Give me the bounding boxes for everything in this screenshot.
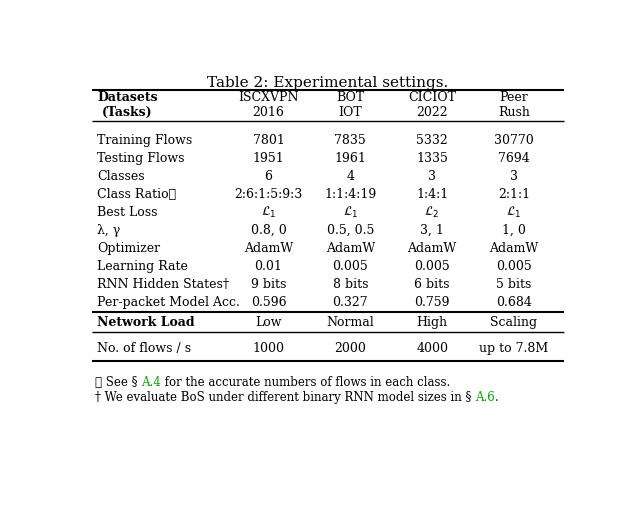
Text: 1335: 1335	[416, 152, 448, 165]
Text: ISCXVPN
2016: ISCXVPN 2016	[238, 91, 299, 120]
Text: $\mathcal{L}_1$: $\mathcal{L}_1$	[506, 205, 522, 220]
Text: BOT
IOT: BOT IOT	[336, 91, 364, 120]
Text: 1951: 1951	[253, 152, 284, 165]
Text: 4: 4	[346, 170, 355, 183]
Text: A.6: A.6	[475, 390, 495, 404]
Text: 0.005: 0.005	[496, 260, 532, 273]
Text: AdamW: AdamW	[244, 242, 293, 255]
Text: .: .	[495, 390, 499, 404]
Text: 3: 3	[510, 170, 518, 183]
Text: Optimizer: Optimizer	[97, 242, 161, 255]
Text: 9 bits: 9 bits	[251, 278, 286, 291]
Text: Peer
Rush: Peer Rush	[498, 91, 530, 120]
Text: 7694: 7694	[498, 152, 530, 165]
Text: 6: 6	[264, 170, 273, 183]
Text: AdamW: AdamW	[490, 242, 539, 255]
Text: No. of flows / s: No. of flows / s	[97, 342, 191, 355]
Text: 1961: 1961	[334, 152, 366, 165]
Text: Datasets
(Tasks): Datasets (Tasks)	[97, 91, 158, 120]
Text: 0.005: 0.005	[414, 260, 450, 273]
Text: Per-packet Model Acc.: Per-packet Model Acc.	[97, 296, 240, 310]
Text: ★ See §: ★ See §	[95, 376, 141, 389]
Text: λ, γ: λ, γ	[97, 224, 120, 237]
Text: 2:6:1:5:9:3: 2:6:1:5:9:3	[234, 188, 303, 201]
Text: † We evaluate BoS under different binary RNN model sizes in §: † We evaluate BoS under different binary…	[95, 390, 475, 404]
Text: 0.5, 0.5: 0.5, 0.5	[326, 224, 374, 237]
Text: Testing Flows: Testing Flows	[97, 152, 185, 165]
Text: Class Ratio★: Class Ratio★	[97, 188, 177, 201]
Text: 1:4:1: 1:4:1	[416, 188, 448, 201]
Text: 8 bits: 8 bits	[333, 278, 368, 291]
Text: 3: 3	[428, 170, 436, 183]
Text: Low: Low	[255, 316, 282, 329]
Text: 0.01: 0.01	[255, 260, 282, 273]
Text: 7801: 7801	[253, 133, 284, 147]
Text: A.4: A.4	[141, 376, 161, 389]
Text: $\mathcal{L}_1$: $\mathcal{L}_1$	[342, 205, 358, 220]
Text: High: High	[417, 316, 448, 329]
Text: 0.684: 0.684	[496, 296, 532, 310]
Text: Classes: Classes	[97, 170, 145, 183]
Text: Best Loss: Best Loss	[97, 206, 158, 219]
Text: 30770: 30770	[494, 133, 534, 147]
Text: 5332: 5332	[416, 133, 448, 147]
Text: Network Load: Network Load	[97, 316, 195, 329]
Text: 1, 0: 1, 0	[502, 224, 526, 237]
Text: 0.327: 0.327	[333, 296, 368, 310]
Text: for the accurate numbers of flows in each class.: for the accurate numbers of flows in eac…	[161, 376, 450, 389]
Text: 3, 1: 3, 1	[420, 224, 444, 237]
Text: 0.759: 0.759	[415, 296, 450, 310]
Text: CICIOT
2022: CICIOT 2022	[408, 91, 456, 120]
Text: 5 bits: 5 bits	[496, 278, 532, 291]
Text: $\mathcal{L}_2$: $\mathcal{L}_2$	[424, 205, 440, 220]
Text: Scaling: Scaling	[490, 316, 538, 329]
Text: $\mathcal{L}_1$: $\mathcal{L}_1$	[260, 205, 276, 220]
Text: AdamW: AdamW	[326, 242, 375, 255]
Text: 0.005: 0.005	[332, 260, 368, 273]
Text: 2000: 2000	[334, 342, 366, 355]
Text: 4000: 4000	[416, 342, 448, 355]
Text: 0.8, 0: 0.8, 0	[251, 224, 286, 237]
Text: Table 2: Experimental settings.: Table 2: Experimental settings.	[207, 76, 449, 90]
Text: 1000: 1000	[253, 342, 285, 355]
Text: AdamW: AdamW	[408, 242, 457, 255]
Text: Training Flows: Training Flows	[97, 133, 193, 147]
Text: RNN Hidden States†: RNN Hidden States†	[97, 278, 229, 291]
Text: 7835: 7835	[335, 133, 366, 147]
Text: 0.596: 0.596	[251, 296, 286, 310]
Text: Learning Rate: Learning Rate	[97, 260, 188, 273]
Text: 6 bits: 6 bits	[415, 278, 450, 291]
Text: up to 7.8M: up to 7.8M	[479, 342, 548, 355]
Text: 2:1:1: 2:1:1	[498, 188, 530, 201]
Text: Normal: Normal	[326, 316, 374, 329]
Text: 1:1:4:19: 1:1:4:19	[324, 188, 376, 201]
